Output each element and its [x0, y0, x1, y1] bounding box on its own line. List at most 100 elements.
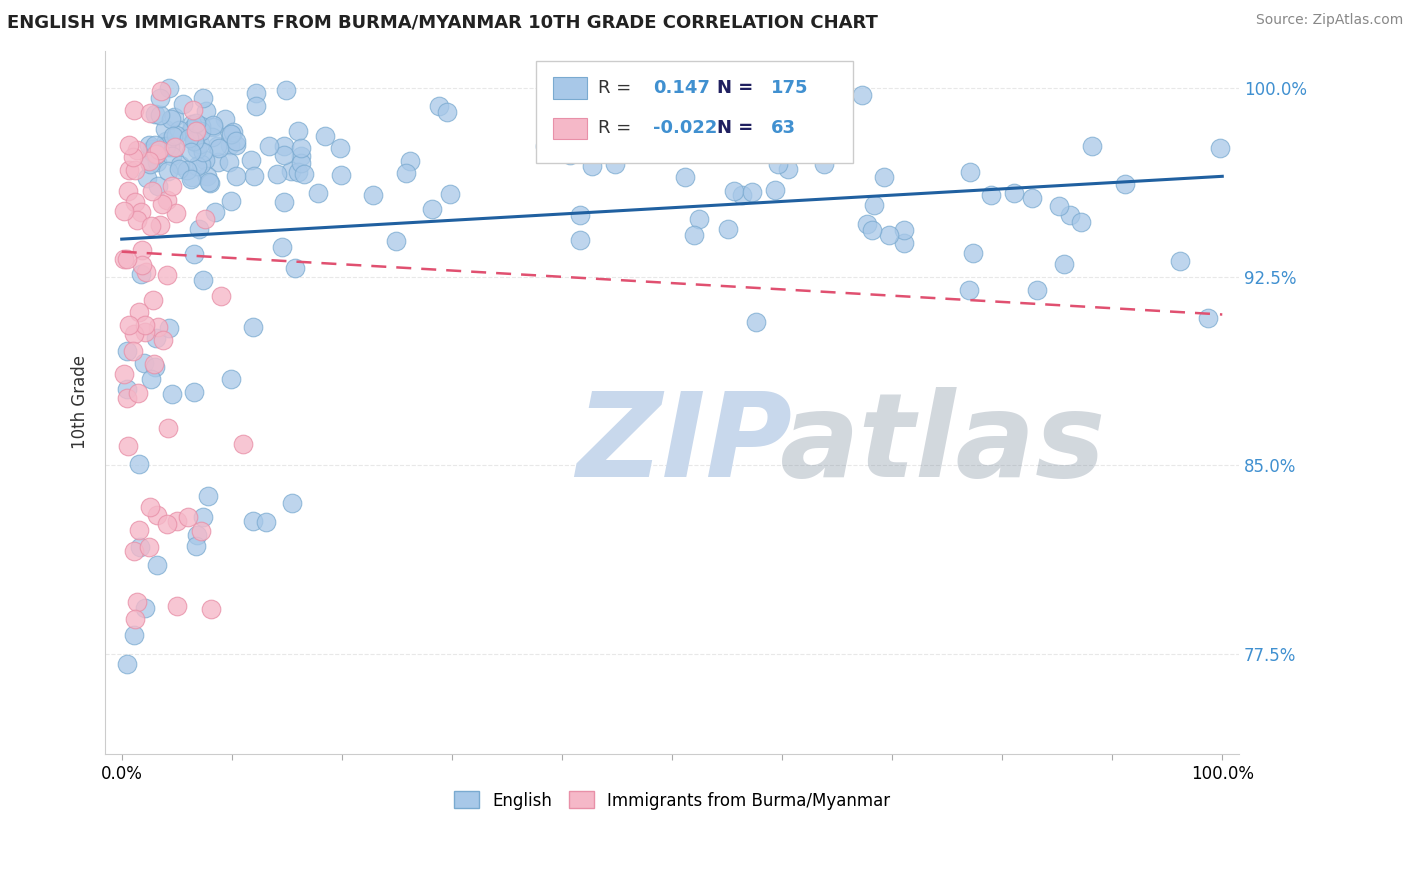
Point — [122, 149, 145, 163]
Point — [138, 137, 160, 152]
Point — [145, 147, 167, 161]
Point — [172, 96, 194, 111]
Point — [208, 141, 231, 155]
Point — [718, 81, 741, 95]
Point — [198, 176, 221, 190]
Point — [1059, 208, 1081, 222]
Text: Source: ZipAtlas.com: Source: ZipAtlas.com — [1256, 13, 1403, 28]
Point — [165, 128, 187, 142]
Text: N =: N = — [717, 79, 759, 97]
Point — [167, 123, 190, 137]
Point — [276, 83, 298, 97]
Point — [186, 142, 208, 156]
Point — [307, 186, 329, 200]
Point — [581, 159, 603, 173]
Point — [163, 110, 186, 124]
Point — [163, 140, 186, 154]
Point — [1197, 310, 1219, 325]
Point — [135, 265, 157, 279]
Point — [717, 221, 740, 235]
Point — [141, 142, 163, 156]
Point — [1070, 215, 1092, 229]
Point — [243, 169, 266, 183]
Point — [329, 168, 352, 182]
Point — [560, 147, 582, 161]
Point — [180, 169, 202, 184]
Point — [877, 228, 900, 243]
Point — [242, 514, 264, 528]
Point — [207, 154, 229, 169]
Point — [156, 516, 179, 531]
Point — [225, 169, 247, 184]
Point — [128, 305, 150, 319]
Point — [139, 372, 162, 386]
Point — [221, 127, 243, 141]
Point — [155, 134, 177, 148]
Point — [1209, 141, 1232, 155]
Point — [128, 457, 150, 471]
Point — [180, 121, 202, 136]
Point — [159, 140, 181, 154]
Point — [115, 383, 138, 397]
Point — [399, 153, 422, 168]
Point — [149, 218, 172, 232]
Point — [148, 320, 170, 334]
Point — [271, 240, 294, 254]
Point — [118, 318, 141, 333]
Point — [160, 178, 183, 193]
Point — [980, 188, 1002, 202]
Point — [245, 98, 267, 112]
Point — [1081, 139, 1104, 153]
Point — [142, 293, 165, 308]
Point — [731, 187, 754, 202]
Point — [603, 157, 626, 171]
Point — [145, 331, 167, 345]
Point — [813, 157, 835, 171]
Point — [176, 163, 198, 178]
Point — [1047, 199, 1070, 213]
Text: R =: R = — [599, 79, 637, 97]
Point — [191, 91, 214, 105]
Point — [273, 148, 295, 162]
Point — [160, 149, 183, 163]
Point — [763, 183, 786, 197]
Point — [198, 175, 221, 189]
Point — [290, 148, 312, 162]
Point — [162, 386, 184, 401]
Point — [214, 112, 236, 127]
Text: 175: 175 — [770, 79, 808, 97]
Point — [129, 267, 152, 281]
Point — [862, 198, 884, 212]
Point — [1026, 283, 1049, 297]
Point — [225, 138, 247, 153]
Point — [148, 178, 170, 193]
Point — [122, 544, 145, 558]
Point — [166, 599, 188, 614]
Point — [145, 147, 167, 161]
Point — [194, 153, 217, 167]
Point — [193, 145, 215, 160]
Point — [124, 612, 146, 626]
Point — [200, 601, 222, 615]
Point — [197, 489, 219, 503]
Point — [135, 171, 157, 186]
Point — [190, 157, 212, 171]
Point — [239, 153, 262, 167]
Point — [184, 116, 207, 130]
Point — [180, 145, 202, 159]
Point — [122, 103, 145, 118]
Point — [155, 140, 177, 154]
Point — [138, 541, 160, 555]
Point — [157, 81, 180, 95]
Point — [166, 206, 188, 220]
Point — [131, 258, 153, 272]
Point — [139, 157, 162, 171]
Point — [314, 128, 336, 143]
Point — [290, 155, 312, 169]
Point — [162, 128, 184, 143]
Point — [219, 371, 242, 385]
Point — [534, 138, 557, 153]
Point — [145, 508, 167, 523]
Point — [114, 252, 136, 267]
Point — [211, 289, 233, 303]
